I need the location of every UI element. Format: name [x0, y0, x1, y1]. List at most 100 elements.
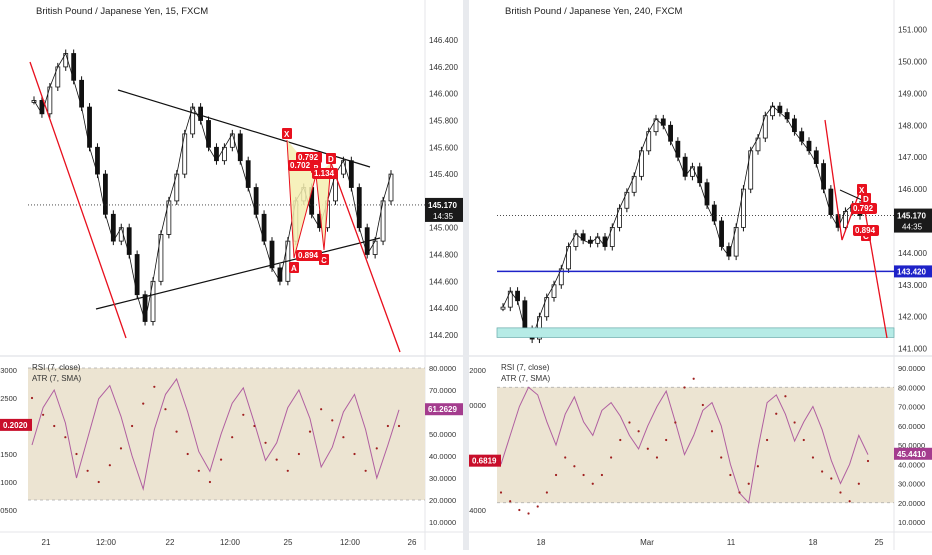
time-tick-label: 11	[727, 538, 736, 547]
atr-value: 0.2020	[3, 421, 28, 430]
rsi-band	[497, 387, 894, 503]
rsi-tick-label: 30.0000	[429, 474, 456, 483]
atr-dot	[219, 458, 223, 461]
atr-dot	[297, 452, 301, 456]
atr-dot	[253, 424, 256, 428]
time-tick-label: 21	[42, 538, 51, 547]
atr-dot	[784, 395, 787, 398]
price-tick-label: 148.000	[898, 121, 927, 130]
atr-dot	[646, 447, 649, 450]
atr-tick-label: 0.1500	[0, 450, 17, 459]
rsi-value-tag	[894, 447, 932, 460]
pattern-point-label: A	[291, 264, 297, 273]
time-tick-label: 18	[809, 538, 818, 547]
atr-dot	[509, 500, 512, 503]
time-tick-label: 12:00	[96, 538, 117, 547]
price-tick-label: 145.400	[429, 170, 458, 179]
atr-dot	[536, 505, 539, 508]
time-tick-label: 22	[166, 538, 175, 547]
atr-dot	[242, 413, 245, 416]
panel-divider[interactable]	[463, 0, 469, 550]
rsi-tick-label: 30.0000	[898, 480, 925, 489]
atr-dot	[231, 436, 234, 439]
bar-countdown: 14:35	[433, 212, 454, 221]
price-series-line	[502, 105, 861, 340]
price-tick-label: 145.000	[429, 224, 458, 233]
pattern-point-label: D	[328, 155, 334, 164]
atr-dot	[164, 408, 167, 411]
atr-dot	[582, 473, 585, 477]
ratio-label: 0.894	[855, 226, 876, 235]
ratio-label: 0.792	[853, 204, 874, 213]
candle-body	[500, 306, 506, 310]
pattern-point-label: X	[284, 130, 290, 139]
ratio-label: 0.894	[298, 251, 319, 260]
right-chart-svg[interactable]: British Pound / Japanese Yen, 240, FXCM 1…	[463, 0, 932, 550]
time-tick-label: 26	[408, 538, 417, 547]
chart-title: British Pound / Japanese Yen, 240, FXCM	[505, 6, 683, 17]
atr-dot	[665, 438, 668, 442]
support-price-tag	[894, 265, 932, 278]
pattern-point-marker	[326, 153, 336, 164]
right-chart-panel[interactable]: British Pound / Japanese Yen, 240, FXCM 1…	[463, 0, 932, 550]
atr-dot	[775, 412, 778, 415]
pattern-point-marker	[289, 262, 299, 273]
ratio-label-box	[851, 203, 877, 214]
atr-dot	[197, 469, 200, 472]
atr-dot	[811, 456, 815, 459]
atr-dot	[153, 385, 156, 388]
price-tick-label: 151.000	[898, 26, 927, 35]
pattern-point-label: X	[859, 186, 865, 195]
atr-value-tag	[469, 454, 501, 467]
price-tick-label: 144.600	[429, 277, 458, 286]
price-tick-label: 144.800	[429, 251, 458, 260]
pattern-point-marker	[857, 184, 867, 195]
price-tick-label: 146.200	[429, 63, 458, 72]
rsi-tick-label: 70.0000	[898, 403, 925, 412]
rsi-value: 45.4410	[897, 450, 926, 459]
pattern-point-label: C	[863, 232, 869, 241]
atr-dot	[42, 413, 45, 416]
rsi-tick-label: 50.0000	[429, 430, 456, 439]
atr-dot	[518, 508, 521, 512]
rsi-tick-label: 20.0000	[898, 499, 925, 508]
chart-title: British Pound / Japanese Yen, 15, FXCM	[36, 6, 208, 17]
rsi-tick-label: 90.0000	[898, 364, 925, 373]
atr-dot	[186, 452, 189, 456]
rsi-line	[31, 377, 400, 491]
atr-tick-label: 0.4000	[469, 506, 486, 515]
atr-dot	[142, 402, 145, 405]
atr-dot	[720, 456, 723, 459]
atr-dot	[683, 386, 686, 389]
atr-dot	[175, 430, 178, 433]
atr-dot	[554, 473, 558, 477]
atr-dot	[264, 441, 267, 444]
atr-dot	[793, 421, 796, 424]
rsi-line	[500, 386, 869, 504]
rsi-tick-label: 10.0000	[898, 518, 925, 527]
rsi-band	[28, 368, 425, 500]
atr-dot	[848, 500, 851, 503]
atr-dot	[866, 459, 870, 463]
price-tick-label: 147.000	[898, 153, 927, 162]
price-tick-label: 145.600	[429, 143, 458, 152]
atr-dot	[342, 436, 345, 439]
atr-legend: ATR (7, SMA)	[32, 374, 82, 383]
price-tick-label: 145.800	[429, 117, 458, 126]
atr-dot	[353, 452, 356, 456]
left-chart-panel[interactable]: British Pound / Japanese Yen, 15, FXCM 14…	[0, 0, 463, 550]
price-tick-label: 144.400	[429, 304, 458, 313]
atr-dot	[765, 438, 769, 442]
last-price-tag	[894, 208, 932, 233]
price-tick-label: 149.000	[898, 89, 927, 98]
left-chart-svg[interactable]: British Pound / Japanese Yen, 15, FXCM 14…	[0, 0, 463, 550]
time-tick-label: 12:00	[220, 538, 241, 547]
rsi-tick-label: 80.0000	[429, 364, 456, 373]
rsi-legend: RSI (7, close)	[501, 363, 550, 372]
atr-tick-label: 0.3000	[0, 366, 17, 375]
price-tick-label: 143.000	[898, 281, 927, 290]
atr-dot	[637, 430, 640, 433]
atr-tick-label: 1.0000	[469, 401, 486, 410]
triangle-upper-trendline	[839, 189, 863, 201]
price-tick-label: 146.000	[898, 185, 927, 194]
